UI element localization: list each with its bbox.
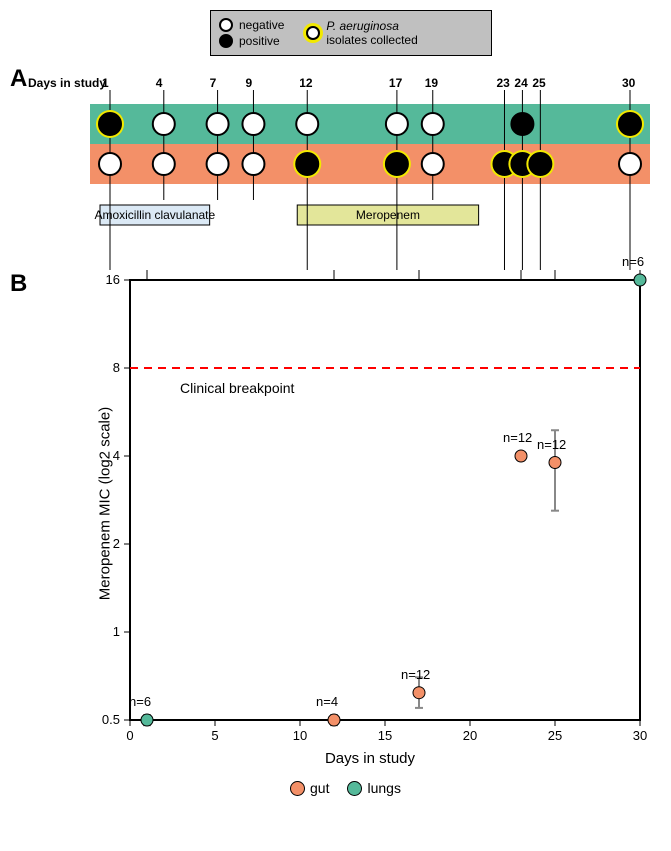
legend-b-lungs-dot xyxy=(347,781,362,796)
day-number: 24 xyxy=(514,76,527,90)
point-n-label: n=6 xyxy=(129,694,151,709)
legend-text-negative: negative xyxy=(239,18,284,32)
chart-svg: 0 5 10 15 20 25 30 0.5 1 2 4 8 16 xyxy=(90,270,650,770)
legend-text-positive: positive xyxy=(239,34,280,48)
point-n-label: n=4 xyxy=(316,694,338,709)
legend-circle-collected xyxy=(306,26,320,40)
breakpoint-label: Clinical breakpoint xyxy=(180,380,294,396)
svg-text:2: 2 xyxy=(113,536,120,551)
lungs-label: lungs xyxy=(34,116,77,134)
legend-text-collected-species: P. aeruginosa xyxy=(326,19,399,33)
x-axis-label: Days in study xyxy=(90,750,650,767)
legend-b-lungs: lungs xyxy=(347,780,400,796)
day-number: 17 xyxy=(389,76,402,90)
svg-text:8: 8 xyxy=(113,360,120,375)
svg-text:Meropenem: Meropenem xyxy=(356,208,420,222)
day-number: 23 xyxy=(496,76,509,90)
day-number: 7 xyxy=(210,76,217,90)
panel-a-label: A xyxy=(10,65,27,93)
day-number: 12 xyxy=(299,76,312,90)
legend-row-negative: negative xyxy=(219,18,284,32)
legend-b-gut-dot xyxy=(290,781,305,796)
days-in-study-label: Days in study xyxy=(28,76,106,90)
point-n-label: n=12 xyxy=(503,430,532,445)
legend-row-collected: P. aeruginosa isolates collected xyxy=(306,19,417,47)
day-number: 19 xyxy=(425,76,438,90)
day-number: 9 xyxy=(245,76,252,90)
day-number: 30 xyxy=(622,76,635,90)
legend-circle-positive xyxy=(219,34,233,48)
svg-text:25: 25 xyxy=(548,728,562,743)
legend-row-positive: positive xyxy=(219,34,284,48)
legend-text-collected: P. aeruginosa isolates collected xyxy=(326,19,417,47)
point-n-label: n=6 xyxy=(622,254,644,269)
svg-text:20: 20 xyxy=(463,728,477,743)
svg-text:4: 4 xyxy=(113,448,120,463)
svg-text:Amoxicillin clavulanate: Amoxicillin clavulanate xyxy=(94,208,215,222)
svg-text:0: 0 xyxy=(126,728,133,743)
svg-text:10: 10 xyxy=(293,728,307,743)
legend-b-lungs-label: lungs xyxy=(367,780,400,796)
legend-b: gut lungs xyxy=(290,780,401,796)
svg-text:1: 1 xyxy=(113,624,120,639)
timeline-svg: Amoxicillin clavulanate Meropenem xyxy=(90,90,650,270)
legend-col-state: negative positive xyxy=(219,18,284,48)
panel-b-label: B xyxy=(10,270,27,298)
legend-circle-negative xyxy=(219,18,233,32)
svg-text:30: 30 xyxy=(633,728,647,743)
legend-text-collected-sub: isolates collected xyxy=(326,33,417,47)
legend-b-gut: gut xyxy=(290,780,329,796)
legend-box: negative positive P. aeruginosa isolates… xyxy=(210,10,492,56)
svg-text:16: 16 xyxy=(106,272,120,287)
panel-b: 0 5 10 15 20 25 30 0.5 1 2 4 8 16 Meropenem MIC (log… xyxy=(90,270,650,770)
day-number: 25 xyxy=(532,76,545,90)
point-n-label: n=12 xyxy=(401,667,430,682)
y-axis-label: Meropenem MIC (log2 scale) xyxy=(97,404,114,604)
svg-text:5: 5 xyxy=(211,728,218,743)
legend-b-gut-label: gut xyxy=(310,780,329,796)
gut-label: gut xyxy=(44,156,69,174)
timeline-area: Days in study Amoxicillin clavulanateMer… xyxy=(90,90,650,270)
svg-text:0.5: 0.5 xyxy=(102,712,120,727)
svg-text:15: 15 xyxy=(378,728,392,743)
day-number: 4 xyxy=(156,76,163,90)
day-number: 1 xyxy=(102,76,109,90)
point-n-label: n=12 xyxy=(537,437,566,452)
